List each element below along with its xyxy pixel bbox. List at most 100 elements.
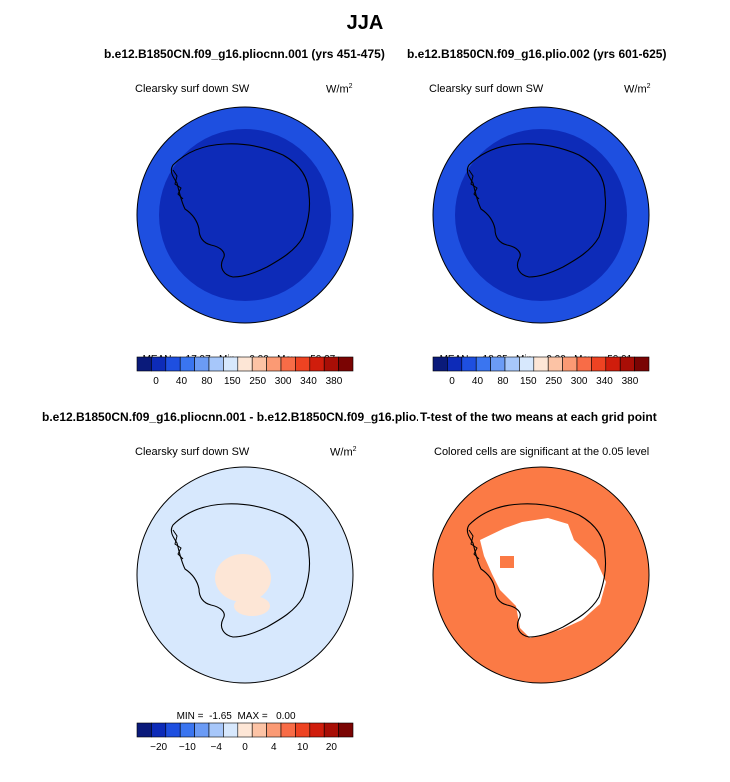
- panel-3-colorbar-swatch: [165, 722, 181, 738]
- panel-2-border: [432, 106, 650, 324]
- panel-3-units: W/m2: [330, 446, 357, 459]
- panel-1-colorbar-swatch: [179, 356, 195, 372]
- panel-2-variable: Clearsky surf down SW: [429, 83, 544, 95]
- panel-2-colorbar-swatch: [519, 356, 535, 372]
- panel-4-peninsula: [468, 529, 480, 560]
- panel-4-title: T-test of the two means at each grid poi…: [418, 410, 657, 424]
- panel-2-colorbar-swatch: [490, 356, 506, 372]
- panel-1-border: [136, 106, 354, 324]
- panel-2-peninsula: [468, 169, 480, 200]
- panel-4-insignificant-region: [480, 518, 606, 638]
- panel-4-significant-patch: [500, 556, 514, 568]
- panel-2-colorbar-tick-label: 340: [596, 376, 613, 387]
- panel-2-colorbar-tick-label: 0: [449, 376, 455, 387]
- panel-1-colorbar-tick-label: 0: [153, 376, 159, 387]
- panel-1-colorbar-tick-label: 150: [224, 376, 241, 387]
- panel-1-colorbar-swatch: [165, 356, 181, 372]
- panel-2-colorbar-tick-label: 40: [472, 376, 484, 387]
- panel-1-colorbar-swatch: [309, 356, 325, 372]
- panel-3-colorbar: −20 −10 −4 0 4 10 20: [136, 722, 354, 753]
- panel-1-colorbar-tick-label: 300: [275, 376, 292, 387]
- panel-3-colorbar-tick-label: 0: [242, 742, 248, 753]
- panel-2-colorbar-swatch: [461, 356, 477, 372]
- panel-3-colorbar-swatch: [251, 722, 267, 738]
- panel-1-colorbar-tick-label: 250: [249, 376, 266, 387]
- panel-2-colorbar-swatch: [475, 356, 491, 372]
- panel-3-colorbar-swatch: [309, 722, 325, 738]
- panel-1-colorbar-swatch: [266, 356, 282, 372]
- panel-3-colorbar-tick-label: −4: [210, 742, 222, 753]
- panel-3-colorbar-swatch: [208, 722, 224, 738]
- panel-3-colorbar-swatch: [136, 722, 152, 738]
- panel-4-border: [432, 466, 650, 684]
- panel-1-map: [136, 106, 354, 324]
- panel-1-colorbar-swatch: [136, 356, 152, 372]
- panel-2-colorbar-tick-label: 380: [622, 376, 639, 387]
- panel-2-colorbar-swatch: [432, 356, 448, 372]
- panel-1-colorbar-swatch: [194, 356, 210, 372]
- panel-1-colorbar-swatch: [151, 356, 167, 372]
- panel-3-colorbar-swatch: [323, 722, 339, 738]
- panel-2-colorbar: 0 40 80 150 250 300 340 380: [432, 356, 650, 387]
- panel-3-colorbar-tick-label: −20: [150, 742, 167, 753]
- panel-3-title: b.e12.B1850CN.f09_g16.pliocnn.001 - b.e1…: [42, 410, 440, 424]
- panel-2-colorbar-swatch: [562, 356, 578, 372]
- panel-2-colorbar-swatch: [576, 356, 592, 372]
- panel-2-colorbar-swatch: [447, 356, 463, 372]
- panel-4-variable: Colored cells are significant at the 0.0…: [434, 446, 650, 458]
- panel-1-colorbar-swatch: [295, 356, 311, 372]
- panel-1-colorbar-tick-label: 40: [176, 376, 188, 387]
- panel-2-colorbar-swatch: [619, 356, 635, 372]
- panel-3-colorbar-tick-label: −10: [179, 742, 196, 753]
- panel-3-positive-patch-2: [234, 596, 270, 616]
- panel-2-colorbar-swatch: [634, 356, 650, 372]
- panel-2-colorbar-swatch: [591, 356, 607, 372]
- panel-3-stats: MIN = -1.65 MAX = 0.00: [176, 711, 296, 722]
- panel-2-colorbar-tick-label: 300: [571, 376, 588, 387]
- panel-3-colorbar-tick-label: 4: [271, 742, 277, 753]
- panel-1-colorbar-swatch: [323, 356, 339, 372]
- panel-2-colorbar-swatch: [533, 356, 549, 372]
- panel-2-colorbar-swatch: [605, 356, 621, 372]
- panel-1-colorbar-tick-label: 340: [300, 376, 317, 387]
- figure-title: JJA: [346, 12, 384, 34]
- panel-2-units: W/m2: [624, 83, 651, 96]
- panel-1-peninsula: [172, 169, 184, 200]
- panel-1-colorbar-swatch: [223, 356, 239, 372]
- panel-2-colorbar-swatch: [547, 356, 563, 372]
- panel-2-colorbar-swatch: [504, 356, 520, 372]
- panel-3-colorbar-swatch: [295, 722, 311, 738]
- panel-1-inner-field: [159, 129, 331, 301]
- panel-1-colorbar-tick-label: 80: [201, 376, 213, 387]
- panel-3-colorbar-swatch: [338, 722, 354, 738]
- panel-4-map: [432, 466, 650, 684]
- panel-2-map: [432, 106, 650, 324]
- panel-1-variable: Clearsky surf down SW: [135, 83, 250, 95]
- panel-1-colorbar-tick-label: 380: [326, 376, 343, 387]
- panel-1-colorbar-swatch: [251, 356, 267, 372]
- panel-2-colorbar-tick-label: 150: [520, 376, 537, 387]
- panel-3-colorbar-swatch: [237, 722, 253, 738]
- panel-3-colorbar-swatch: [151, 722, 167, 738]
- panel-3-colorbar-tick-label: 20: [326, 742, 338, 753]
- panel-3-colorbar-tick-label: 10: [297, 742, 309, 753]
- panel-3-colorbar-swatch: [223, 722, 239, 738]
- panel-1-colorbar: 0 40 80 150 250 300 340 380: [136, 356, 354, 387]
- panel-3-peninsula: [172, 529, 184, 560]
- panel-3-colorbar-swatch: [266, 722, 282, 738]
- panel-3-colorbar-swatch: [280, 722, 296, 738]
- panel-3-map: [136, 466, 354, 684]
- panel-1-title: b.e12.B1850CN.f09_g16.pliocnn.001 (yrs 4…: [104, 47, 385, 61]
- panel-3-colorbar-swatch: [194, 722, 210, 738]
- panel-2-colorbar-tick-label: 250: [545, 376, 562, 387]
- panel-3-positive-patch: [215, 554, 271, 602]
- panel-3-colorbar-swatch: [179, 722, 195, 738]
- panel-3-variable: Clearsky surf down SW: [135, 446, 250, 458]
- panel-2-title: b.e12.B1850CN.f09_g16.plio.002 (yrs 601-…: [407, 47, 667, 61]
- panel-1-colorbar-swatch: [237, 356, 253, 372]
- panel-1-colorbar-swatch: [280, 356, 296, 372]
- panel-3-border: [136, 466, 354, 684]
- panel-2-colorbar-tick-label: 80: [497, 376, 509, 387]
- panel-1-colorbar-swatch: [208, 356, 224, 372]
